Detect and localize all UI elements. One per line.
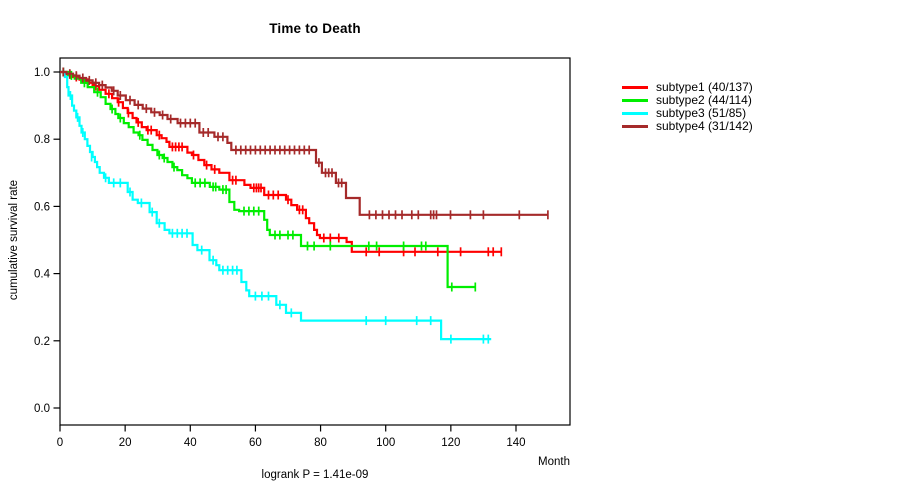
- y-axis: 0.0 0.2 0.4 0.6 0.8 1.0: [34, 67, 60, 415]
- x-axis: 0 20 40 60 80 100 120 140: [57, 425, 526, 449]
- x-axis-tick-label: 0: [57, 437, 63, 449]
- legend-row: subtype2 (44/114): [622, 94, 753, 107]
- series-subtype1: [60, 67, 503, 257]
- x-axis-title: Month: [538, 456, 570, 468]
- x-axis-tick-label: 100: [376, 437, 395, 449]
- legend-row: subtype3 (51/85): [622, 107, 753, 120]
- survival-curve-subtype1: [60, 70, 502, 253]
- legend-label-subtype4: subtype4 (31/142): [656, 119, 753, 133]
- y-axis-tick-label: 0.4: [34, 269, 51, 281]
- y-axis-tick-label: 0.2: [34, 336, 50, 348]
- x-axis-tick-label: 60: [249, 437, 262, 449]
- legend-row: subtype1 (40/137): [622, 81, 753, 94]
- y-axis-tick-label: 1.0: [34, 67, 50, 79]
- y-axis-tick-label: 0.6: [34, 201, 50, 213]
- legend: subtype1 (40/137) subtype2 (44/114) subt…: [622, 81, 753, 133]
- series-subtype2: [60, 67, 477, 292]
- legend-label-subtype3: subtype3 (51/85): [656, 106, 747, 120]
- y-axis-title: cumulative survival rate: [8, 179, 20, 301]
- legend-line-sample-subtype4: [622, 125, 648, 128]
- series-subtype3: [60, 67, 492, 344]
- survival-curve-subtype3: [60, 70, 492, 341]
- x-axis-tick-label: 120: [441, 437, 460, 449]
- legend-line-sample-subtype1: [622, 86, 648, 89]
- series-subtype4: [60, 67, 549, 220]
- survival-curve-subtype2: [60, 70, 476, 289]
- legend-line-sample-subtype2: [622, 99, 648, 102]
- legend-label-subtype2: subtype2 (44/114): [656, 93, 752, 107]
- legend-row: subtype4 (31/142): [622, 120, 753, 133]
- legend-line-sample-subtype3: [622, 112, 648, 115]
- y-axis-tick-label: 0.0: [34, 403, 50, 415]
- y-axis-tick-label: 0.8: [34, 134, 50, 146]
- x-axis-tick-label: 40: [184, 437, 197, 449]
- x-axis-tick-label: 80: [314, 437, 327, 449]
- chart-title: Time to Death: [269, 21, 361, 36]
- plot-frame: [59, 57, 571, 426]
- x-axis-tick-label: 140: [506, 437, 525, 449]
- legend-label-subtype1: subtype1 (40/137): [656, 80, 753, 94]
- x-axis-tick-label: 20: [119, 437, 132, 449]
- logrank-pvalue: logrank P = 1.41e-09: [261, 469, 369, 481]
